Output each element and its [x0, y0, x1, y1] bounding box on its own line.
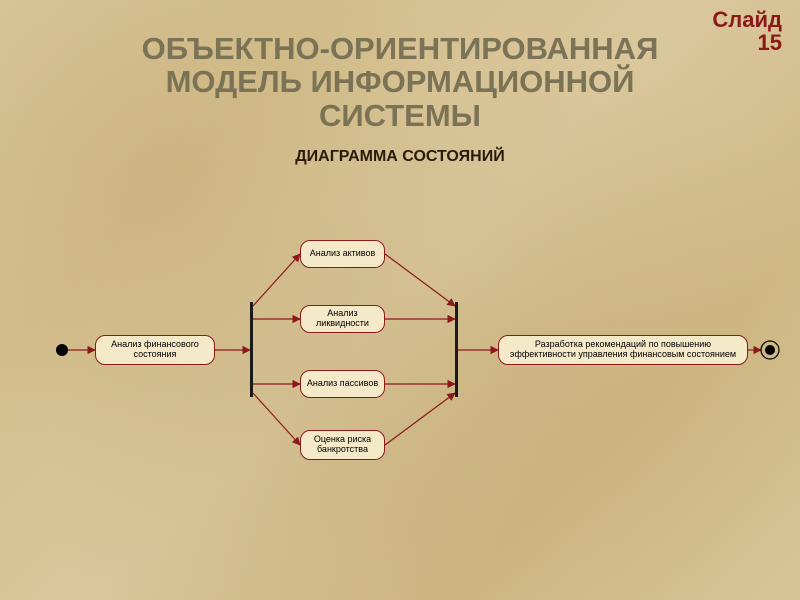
final-state-dot-icon — [765, 345, 775, 355]
state-node: Оценка риска банкротства — [300, 430, 385, 460]
edge — [253, 393, 300, 445]
state-node: Разработка рекомендаций по повышению эфф… — [498, 335, 748, 365]
fork-bar — [250, 302, 253, 397]
state-diagram-svg — [0, 0, 800, 600]
state-node-label: Анализ ликвидности — [305, 309, 380, 329]
state-node: Анализ активов — [300, 240, 385, 268]
initial-state-icon — [56, 344, 68, 356]
edge — [253, 254, 300, 306]
state-node-label: Анализ финансового состояния — [100, 340, 210, 360]
state-node-label: Разработка рекомендаций по повышению эфф… — [503, 340, 743, 360]
state-node-label: Анализ пассивов — [307, 379, 378, 389]
slide: Слайд 15 ОБЪЕКТНО-ОРИЕНТИРОВАННАЯМОДЕЛЬ … — [0, 0, 800, 600]
state-node-label: Анализ активов — [310, 249, 376, 259]
join-bar — [455, 302, 458, 397]
state-node: Анализ финансового состояния — [95, 335, 215, 365]
edge — [385, 254, 455, 306]
state-node-label: Оценка риска банкротства — [305, 435, 380, 455]
edge — [385, 393, 455, 445]
state-node: Анализ ликвидности — [300, 305, 385, 333]
state-node: Анализ пассивов — [300, 370, 385, 398]
